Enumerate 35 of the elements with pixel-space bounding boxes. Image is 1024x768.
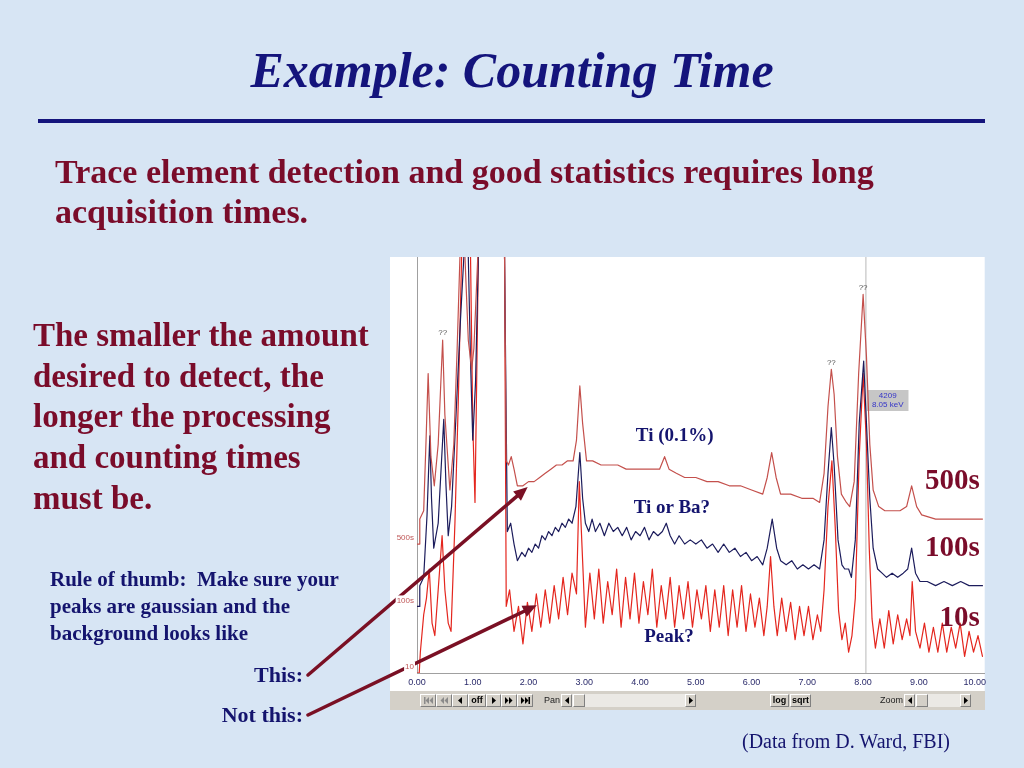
text: (Data from D. Ward, FBI) [742, 730, 950, 752]
annotation: Ti or Ba? [633, 495, 711, 517]
button: off [468, 694, 486, 707]
annotation: ?? [438, 328, 448, 338]
x-tick-label: 4.00 [631, 676, 649, 687]
x-tick-label: 9.00 [910, 676, 928, 687]
annotation: ?? [858, 282, 869, 292]
text: Not this: [221, 701, 303, 727]
x-tick-label: 3.00 [575, 676, 594, 687]
ref-line-label: 4209 8.05 keV [871, 391, 905, 410]
annotation: 10 [405, 662, 415, 672]
series-label: 10s [939, 600, 980, 633]
toolbar: off Pan log sqrt Zoom [390, 691, 985, 710]
chart-title: Example: Counting Time [249, 41, 775, 100]
x-tick-label: 8.00 [854, 676, 872, 687]
chart-subtitle: Trace element detection and good statistics requires long acquisition times. [55, 152, 875, 232]
x-tick-label: 0.00 [408, 676, 426, 687]
text: The smaller the amount desired to detect, the longer the processing and counting times must be. [33, 316, 370, 518]
x-tick-label: 6.00 [742, 676, 761, 687]
button: sqrt [790, 694, 811, 707]
annotation: Ti (0.1%) [635, 423, 714, 446]
text: Rule of thumb: Make sure your peaks are gaussian and the background looks like [50, 566, 340, 647]
annotation: 500s [396, 533, 414, 543]
button: log [770, 694, 789, 707]
x-tick-label: 7.00 [798, 676, 817, 687]
annotation: Peak? [644, 624, 694, 646]
annotation: ?? [826, 357, 837, 367]
series-label: 500s [924, 463, 980, 496]
text: This: [254, 661, 303, 687]
x-tick-label: 5.00 [687, 676, 705, 687]
series-label: 100s [924, 529, 980, 562]
x-tick-label: 2.00 [519, 676, 538, 687]
x-tick-label: 10.00 [963, 676, 986, 687]
x-tick-label: 1.00 [464, 676, 482, 687]
annotation: 100s [396, 595, 414, 605]
